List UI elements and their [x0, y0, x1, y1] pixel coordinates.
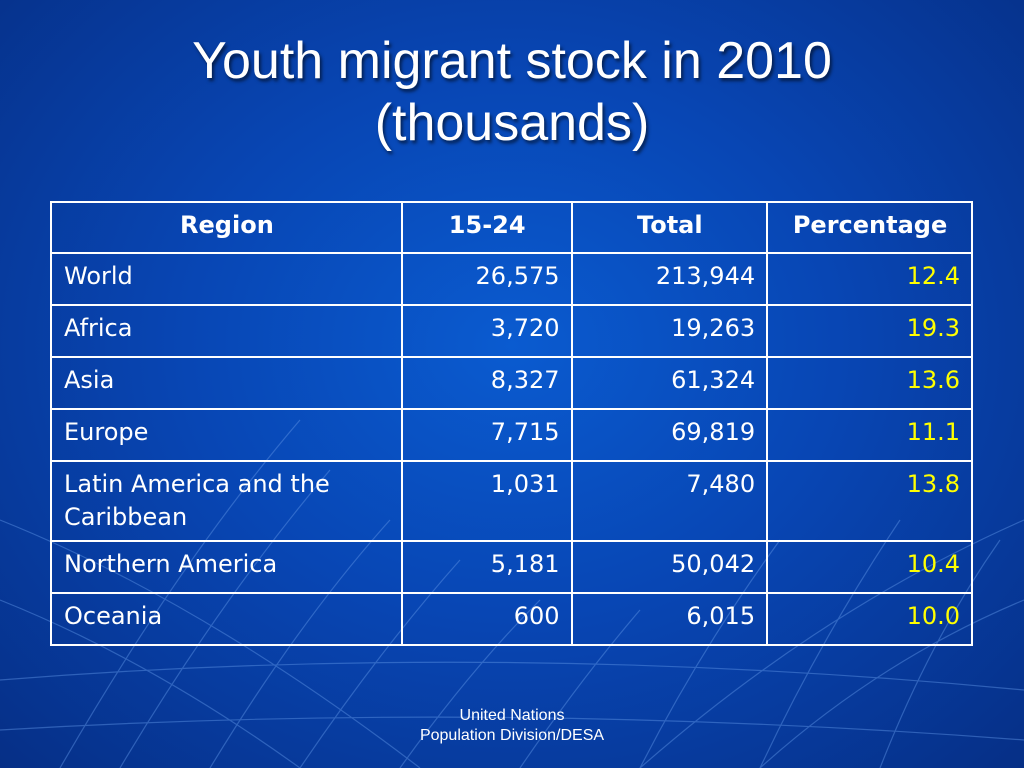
cell-region: Oceania: [50, 592, 403, 646]
cell-percentage: 12.4: [766, 252, 973, 306]
cell-percentage: 13.6: [766, 356, 973, 410]
cell-region: Latin America and the Caribbean: [50, 460, 403, 542]
table-row: Europe 7,715 69,819 11.1: [50, 408, 973, 462]
table-header-row: Region 15-24 Total Percentage: [50, 201, 973, 254]
table-row: Northern America 5,181 50,042 10.4: [50, 540, 973, 594]
title-line-1: Youth migrant stock in 2010: [192, 32, 832, 90]
header-15-24: 15-24: [400, 201, 573, 254]
cell-youth: 600: [400, 592, 573, 646]
header-percentage: Percentage: [766, 201, 973, 254]
cell-total: 61,324: [570, 356, 769, 410]
slide-title: Youth migrant stock in 2010 (thousands): [60, 30, 964, 154]
table-row: Africa 3,720 19,263 19.3: [50, 304, 973, 358]
table-row: Latin America and the Caribbean 1,031 7,…: [50, 460, 973, 542]
cell-percentage: 11.1: [766, 408, 973, 462]
cell-percentage: 19.3: [766, 304, 973, 358]
cell-region: Africa: [50, 304, 403, 358]
cell-percentage: 13.8: [766, 460, 973, 542]
migrant-stock-table: Region 15-24 Total Percentage World 26,5…: [50, 201, 973, 646]
cell-total: 19,263: [570, 304, 769, 358]
title-line-2: (thousands): [374, 94, 650, 152]
cell-total: 50,042: [570, 540, 769, 594]
table-row: Asia 8,327 61,324 13.6: [50, 356, 973, 410]
cell-youth: 3,720: [400, 304, 573, 358]
footer-line-1: United Nations: [459, 707, 565, 724]
cell-percentage: 10.0: [766, 592, 973, 646]
footer-line-2: Population Division/DESA: [419, 727, 605, 744]
cell-total: 7,480: [570, 460, 769, 542]
cell-total: 213,944: [570, 252, 769, 306]
table-row: World 26,575 213,944 12.4: [50, 252, 973, 306]
cell-youth: 7,715: [400, 408, 573, 462]
cell-total: 69,819: [570, 408, 769, 462]
cell-youth: 5,181: [400, 540, 573, 594]
table-row: Oceania 600 6,015 10.0: [50, 592, 973, 646]
cell-youth: 8,327: [400, 356, 573, 410]
header-region: Region: [50, 201, 403, 254]
cell-region: Northern America: [50, 540, 403, 594]
cell-total: 6,015: [570, 592, 769, 646]
slide-footer: United Nations Population Division/DESA: [312, 706, 712, 746]
cell-youth: 1,031: [400, 460, 573, 542]
cell-region: World: [50, 252, 403, 306]
header-total: Total: [570, 201, 769, 254]
cell-region: Asia: [50, 356, 403, 410]
cell-region: Europe: [50, 408, 403, 462]
cell-percentage: 10.4: [766, 540, 973, 594]
cell-youth: 26,575: [400, 252, 573, 306]
